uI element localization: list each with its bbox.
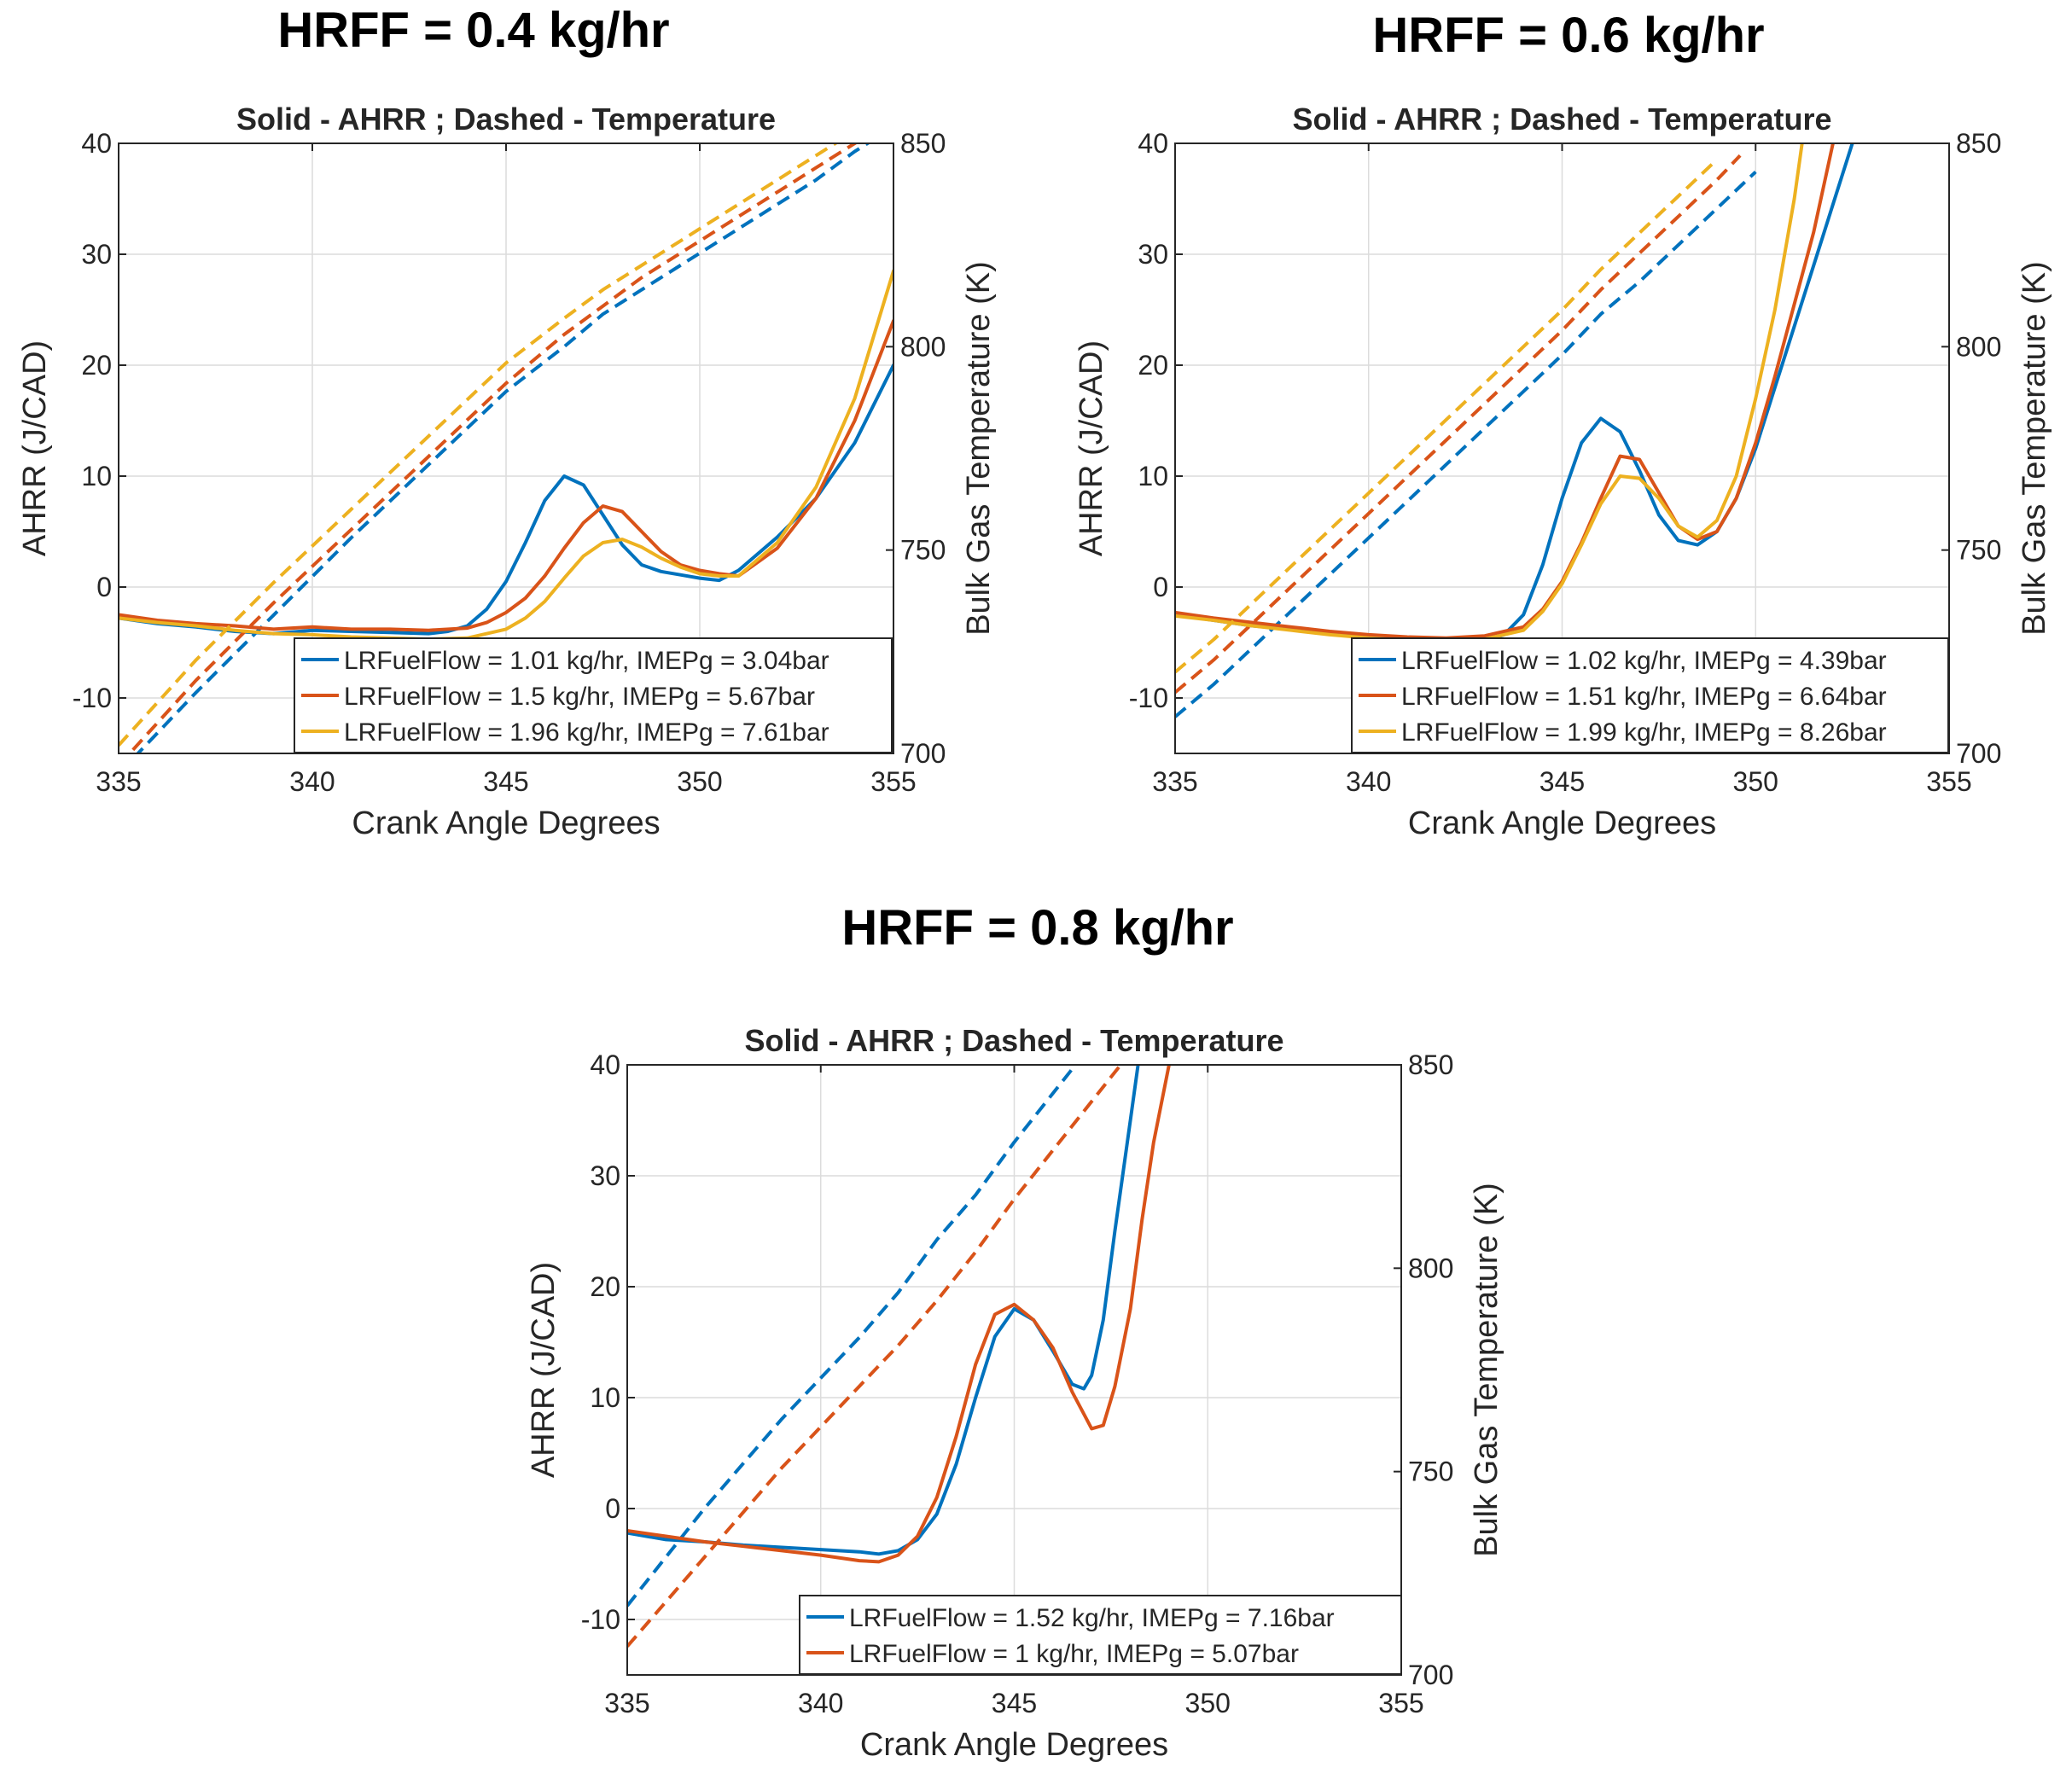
temperature-line-1 bbox=[627, 1065, 1079, 1608]
chart-2: 335 340 345 350 355 -10 0 10 20 30 40 700 750 800 850 S… bbox=[1074, 102, 2052, 841]
chart-1: 335 340 345 350 355 -10 0 10 20 30 40 700 750 800 850 S… bbox=[17, 102, 997, 841]
temperature-line-3 bbox=[1175, 158, 1719, 674]
y2-tick-label: 750 bbox=[1408, 1456, 1453, 1487]
chart-3: 335 340 345 350 355 -10 0 10 20 30 40 700 750 800 850 S… bbox=[526, 1023, 1505, 1763]
y-tick-label: 10 bbox=[1138, 461, 1168, 491]
y-tick-label: 0 bbox=[1153, 572, 1168, 602]
chart-title: Solid - AHRR ; Dashed - Temperature bbox=[744, 1023, 1283, 1058]
y2-axis-label: Bulk Gas Temperature (K) bbox=[1469, 1183, 1505, 1557]
x-tick-label: 340 bbox=[1346, 766, 1391, 797]
series-lines bbox=[1175, 143, 1854, 718]
y-axis-label: AHRR (J/CAD) bbox=[1074, 340, 1109, 556]
x-tick-label: 350 bbox=[1185, 1688, 1231, 1718]
y2-tick-label: 850 bbox=[1956, 128, 2001, 159]
y2-tick-label: 750 bbox=[900, 535, 946, 566]
x-tick-label: 345 bbox=[1539, 766, 1585, 797]
x-tick-label: 335 bbox=[1152, 766, 1197, 797]
y-tick-label: 30 bbox=[590, 1160, 620, 1191]
y2-tick-label: 850 bbox=[900, 128, 946, 159]
legend-box bbox=[1351, 637, 1949, 753]
legend-entry-2: LRFuelFlow = 1.51 kg/hr, IMEPg = 6.64bar bbox=[1401, 683, 1887, 711]
y-tick-label: 10 bbox=[590, 1382, 620, 1413]
y-tick-label: 20 bbox=[81, 350, 112, 381]
temperature-line-1 bbox=[1175, 170, 1757, 718]
chart-title: Solid - AHRR ; Dashed - Temperature bbox=[236, 102, 776, 137]
y2-tick-label: 750 bbox=[1956, 535, 2001, 566]
y-tick-label: 20 bbox=[1138, 350, 1168, 381]
y-tick-label: 40 bbox=[1138, 128, 1168, 159]
legend-entry-3: LRFuelFlow = 1.96 kg/hr, IMEPg = 7.61bar bbox=[344, 718, 829, 747]
temperature-line-2 bbox=[127, 143, 858, 753]
legend: LRFuelFlow = 1.01 kg/hr, IMEPg = 3.04bar… bbox=[294, 637, 893, 753]
x-tick-label: 345 bbox=[992, 1688, 1037, 1718]
y-axis-label: AHRR (J/CAD) bbox=[17, 340, 53, 556]
legend-entry-2: LRFuelFlow = 1 kg/hr, IMEPg = 5.07bar bbox=[849, 1640, 1299, 1668]
y2-tick-label: 800 bbox=[1408, 1253, 1453, 1283]
ahrr-line-3 bbox=[1175, 143, 1804, 643]
temperature-line-3 bbox=[119, 143, 839, 747]
x-tick-label: 345 bbox=[483, 766, 528, 797]
legend-entry-2: LRFuelFlow = 1.5 kg/hr, IMEPg = 5.67bar bbox=[344, 683, 815, 711]
x-axis-label: Crank Angle Degrees bbox=[860, 1727, 1168, 1763]
legend-entry-1: LRFuelFlow = 1.02 kg/hr, IMEPg = 4.39bar bbox=[1401, 647, 1887, 675]
legend: LRFuelFlow = 1.52 kg/hr, IMEPg = 7.16bar… bbox=[799, 1595, 1402, 1675]
y-tick-label: 10 bbox=[81, 461, 112, 491]
y-tick-label: -10 bbox=[73, 683, 112, 713]
y2-tick-label: 850 bbox=[1408, 1049, 1453, 1080]
x-axis-label: Crank Angle Degrees bbox=[352, 805, 660, 841]
y-tick-label: -10 bbox=[1129, 683, 1168, 713]
x-axis-label: Crank Angle Degrees bbox=[1408, 805, 1716, 841]
y-tick-label: 20 bbox=[590, 1271, 620, 1302]
y-axis-label: AHRR (J/CAD) bbox=[526, 1262, 562, 1478]
y2-tick-label: 700 bbox=[1956, 738, 2001, 769]
series-lines bbox=[119, 143, 893, 753]
legend-entry-1: LRFuelFlow = 1.52 kg/hr, IMEPg = 7.16bar bbox=[849, 1604, 1335, 1632]
legend: LRFuelFlow = 1.02 kg/hr, IMEPg = 4.39bar… bbox=[1351, 637, 1949, 753]
y-tick-label: 30 bbox=[81, 239, 112, 270]
y2-tick-label: 700 bbox=[1408, 1660, 1453, 1690]
heading-hrff-0-8: HRFF = 0.8 kg/hr bbox=[841, 900, 1234, 956]
x-tick-label: 355 bbox=[1378, 1688, 1423, 1718]
x-tick-label: 335 bbox=[96, 766, 141, 797]
legend-entry-1: LRFuelFlow = 1.01 kg/hr, IMEPg = 3.04bar bbox=[344, 647, 829, 675]
y-tick-label: 30 bbox=[1138, 239, 1168, 270]
legend-entry-3: LRFuelFlow = 1.99 kg/hr, IMEPg = 8.26bar bbox=[1401, 718, 1887, 747]
ahrr-line-3 bbox=[119, 269, 893, 642]
legend-box bbox=[294, 637, 893, 753]
series-lines bbox=[627, 1065, 1171, 1648]
y2-tick-label: 700 bbox=[900, 738, 946, 769]
temperature-line-2 bbox=[1175, 154, 1742, 695]
y-tick-label: 0 bbox=[96, 572, 112, 602]
y-tick-label: 40 bbox=[81, 128, 112, 159]
x-tick-label: 355 bbox=[1926, 766, 1971, 797]
y-tick-label: -10 bbox=[581, 1604, 620, 1635]
y-tick-label: 40 bbox=[590, 1049, 620, 1080]
temperature-line-2 bbox=[627, 1065, 1123, 1648]
chart-title: Solid - AHRR ; Dashed - Temperature bbox=[1292, 102, 1831, 137]
ahrr-line-2 bbox=[627, 1065, 1171, 1564]
temperature-line-1 bbox=[135, 143, 871, 753]
x-tick-label: 340 bbox=[798, 1688, 843, 1718]
x-tick-label: 355 bbox=[870, 766, 916, 797]
y-tick-label: 0 bbox=[605, 1493, 620, 1524]
y2-tick-label: 800 bbox=[900, 331, 946, 362]
y2-axis-label: Bulk Gas Temperature (K) bbox=[2017, 261, 2052, 636]
x-tick-label: 340 bbox=[289, 766, 335, 797]
ahrr-line-1 bbox=[627, 1065, 1140, 1556]
heading-hrff-0-4: HRFF = 0.4 kg/hr bbox=[277, 3, 670, 58]
y2-tick-label: 800 bbox=[1956, 331, 2001, 362]
heading-hrff-0-6: HRFF = 0.6 kg/hr bbox=[1372, 8, 1765, 63]
x-tick-label: 335 bbox=[604, 1688, 649, 1718]
x-tick-label: 350 bbox=[677, 766, 722, 797]
y2-axis-label: Bulk Gas Temperature (K) bbox=[961, 261, 997, 636]
x-tick-label: 350 bbox=[1733, 766, 1778, 797]
legend-box bbox=[799, 1595, 1402, 1675]
